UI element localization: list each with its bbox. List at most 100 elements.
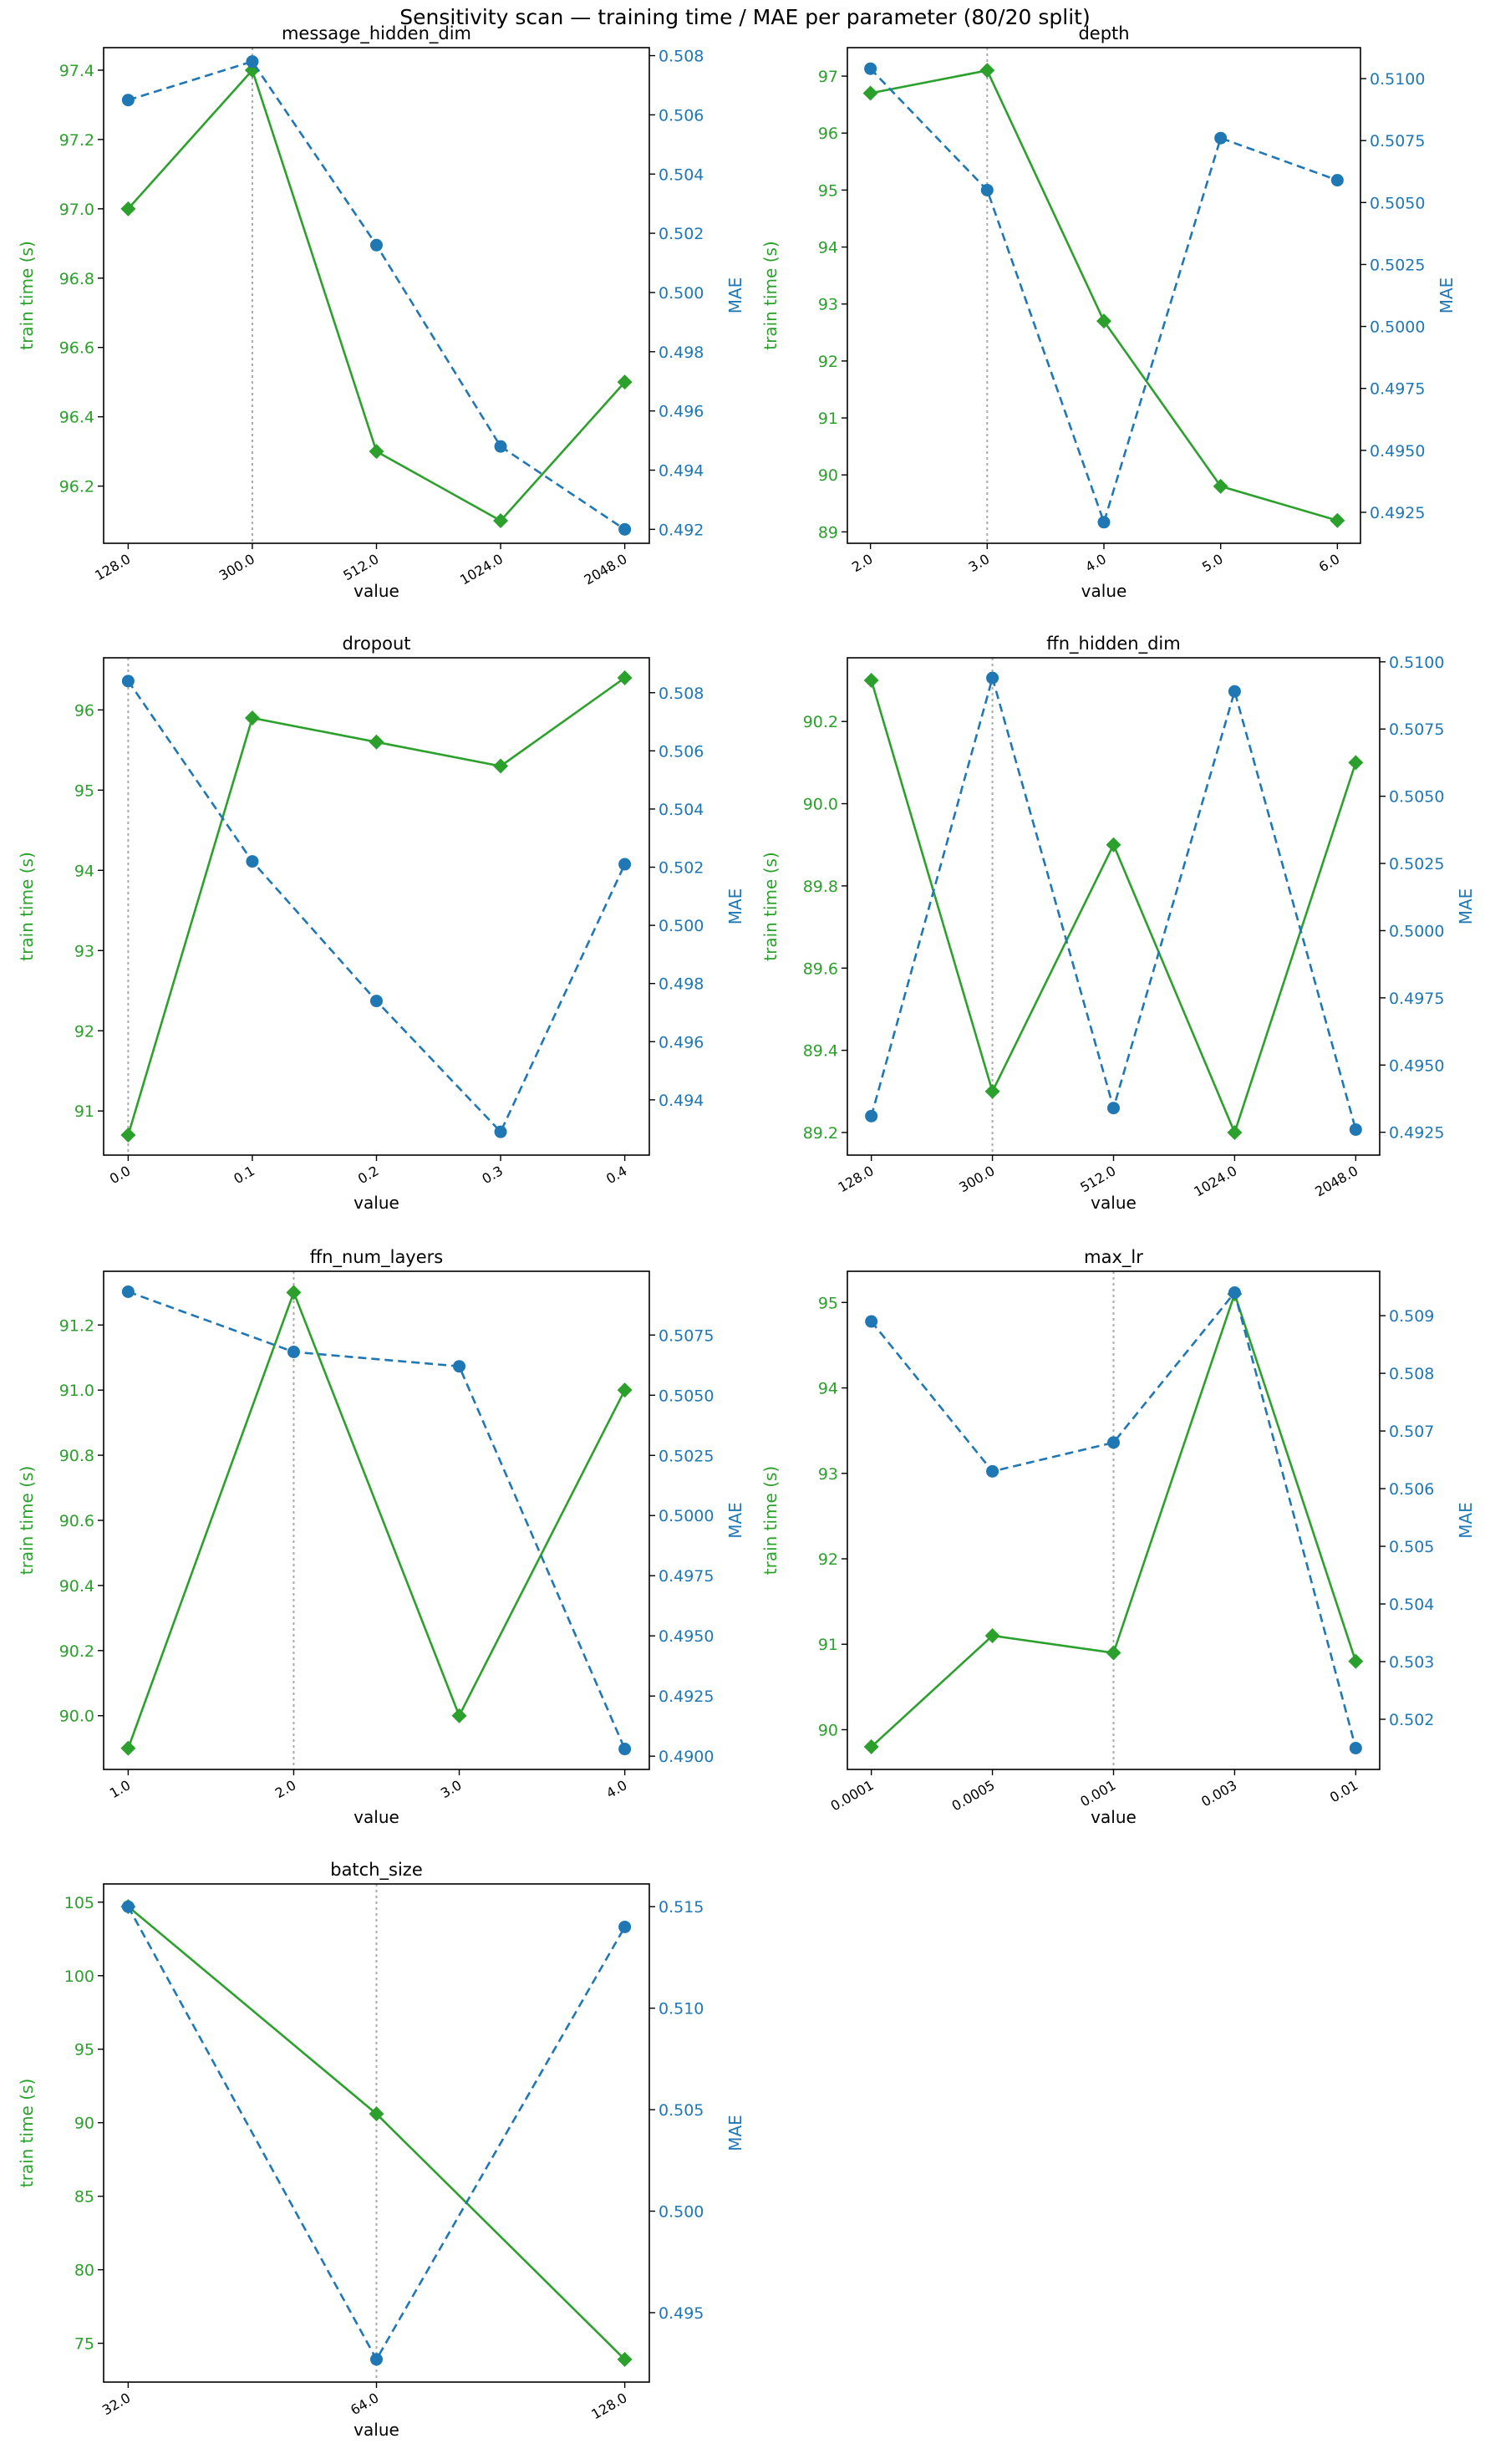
x-tick-label: 512.0 (340, 551, 381, 583)
figure-title: Sensitivity scan — training time / MAE p… (399, 5, 1091, 29)
chart-panel-4: ffn_hidden_dim 89.2 89.4 89.6 89.8 90.0 90.2 0.… (760, 634, 1476, 1213)
plot-frame (847, 657, 1381, 1156)
train-time-point (1348, 1653, 1364, 1669)
right-tick-label: 0.506 (659, 106, 704, 125)
train-time-point (1106, 1645, 1121, 1661)
right-tick-label: 0.4925 (1389, 1124, 1444, 1143)
right-tick-label: 0.4900 (659, 1748, 714, 1766)
x-tick-label: 6.0 (1316, 551, 1343, 575)
x-tick-label: 300.0 (216, 551, 257, 583)
right-tick-label: 0.5050 (659, 1387, 714, 1405)
right-tick-label: 0.506 (659, 742, 704, 761)
left-tick-label: 89.8 (803, 878, 838, 896)
left-tick-label: 97.2 (59, 131, 94, 150)
mae-point (370, 2353, 383, 2366)
panel-title: message_hidden_dim (282, 23, 471, 44)
x-tick-label: 0.4 (603, 1163, 630, 1187)
train-time-line (127, 1906, 626, 2360)
left-tick-label: 90.4 (59, 1577, 94, 1596)
mae-point (1107, 1436, 1120, 1449)
train-time-point (1213, 478, 1228, 494)
train-time-point (369, 444, 384, 460)
x-tick-label: 3.0 (966, 551, 993, 575)
right-tick-label: 0.496 (659, 403, 704, 421)
mae-point (121, 675, 135, 688)
right-tick-label: 0.5025 (1370, 256, 1425, 274)
right-tick-label: 0.502 (659, 225, 704, 243)
left-tick-label: 90.0 (803, 796, 838, 814)
right-tick-label: 0.500 (659, 2203, 704, 2222)
mae-point (287, 1345, 300, 1358)
mae-point (494, 1125, 507, 1138)
train-time-point (451, 1708, 467, 1723)
mae-point (618, 1920, 632, 1933)
panel-title: max_lr (1084, 1247, 1143, 1268)
train-time-point (984, 1083, 1000, 1099)
train-time-point (617, 1382, 633, 1398)
right-tick-label: 0.5000 (1389, 922, 1444, 940)
left-tick-label: 105 (64, 1894, 94, 1912)
mae-point (986, 1464, 999, 1478)
right-axis-label: MAE (1456, 1502, 1476, 1539)
train-time-line (870, 680, 1357, 1136)
left-tick-label: 95 (74, 781, 94, 800)
left-tick-label: 90.2 (59, 1642, 94, 1661)
right-tick-label: 0.515 (659, 1898, 704, 1917)
x-tick-label: 64.0 (348, 2390, 381, 2418)
right-tick-label: 0.494 (659, 462, 704, 481)
plot-frame (103, 47, 650, 544)
right-tick-label: 0.506 (1389, 1480, 1434, 1499)
right-tick-label: 0.500 (659, 284, 704, 303)
x-tick-label: 1.0 (107, 1777, 134, 1801)
train-time-point (984, 1628, 1000, 1644)
mae-point (370, 995, 383, 1008)
left-tick-label: 97.0 (59, 201, 94, 219)
right-tick-label: 0.498 (659, 975, 704, 994)
right-tick-label: 0.504 (659, 801, 704, 819)
mae-point (1097, 516, 1111, 529)
left-tick-label: 91.2 (59, 1316, 94, 1335)
panel-title: ffn_hidden_dim (1046, 634, 1180, 654)
mae-point (1107, 1102, 1120, 1115)
left-tick-label: 97 (818, 68, 838, 86)
x-tick-label: 0.0001 (828, 1777, 877, 1814)
mae-line (127, 1291, 626, 1750)
mae-line (870, 674, 1357, 1130)
right-tick-label: 0.508 (659, 685, 704, 703)
train-time-point (617, 669, 633, 685)
x-tick-label: 1024.0 (1191, 1163, 1239, 1199)
x-tick-label: 3.0 (438, 1777, 465, 1801)
chart-panel-7: batch_size 75 80 85 90 95 100 105 0.495 0.500 0.50… (17, 1860, 745, 2440)
left-tick-label: 96.2 (59, 478, 94, 496)
left-tick-label: 90 (818, 466, 838, 485)
right-tick-label: 0.4950 (659, 1627, 714, 1646)
right-axis-label: MAE (1437, 277, 1457, 314)
right-axis-label: MAE (725, 2115, 745, 2151)
left-tick-label: 92 (818, 353, 838, 371)
right-tick-label: 0.504 (1389, 1596, 1434, 1614)
mae-point (121, 1900, 135, 1913)
train-time-point (1096, 313, 1111, 329)
train-time-point (120, 201, 136, 216)
mae-point (1214, 131, 1228, 145)
left-tick-label: 95 (818, 1294, 838, 1312)
plot-frame (103, 657, 650, 1156)
left-tick-label: 91 (74, 1102, 94, 1121)
left-tick-label: 96 (74, 701, 94, 720)
right-axis-label: MAE (1456, 888, 1476, 925)
right-tick-label: 0.5025 (1389, 855, 1444, 873)
train-time-point (1106, 837, 1121, 853)
x-axis-label: value (1091, 1807, 1137, 1827)
mae-point (121, 1285, 135, 1298)
x-tick-label: 0.003 (1198, 1777, 1239, 1810)
x-tick-label: 32.0 (99, 2390, 133, 2418)
right-tick-label: 0.495 (659, 2304, 704, 2323)
right-tick-label: 0.502 (1389, 1711, 1434, 1729)
x-tick-label: 300.0 (956, 1163, 997, 1195)
right-tick-label: 0.500 (659, 917, 704, 935)
right-tick-label: 0.502 (659, 859, 704, 878)
panel-title: depth (1078, 23, 1129, 43)
train-time-point (1348, 755, 1364, 771)
x-tick-label: 0.01 (1327, 1777, 1360, 1805)
right-tick-label: 0.503 (1389, 1653, 1434, 1672)
